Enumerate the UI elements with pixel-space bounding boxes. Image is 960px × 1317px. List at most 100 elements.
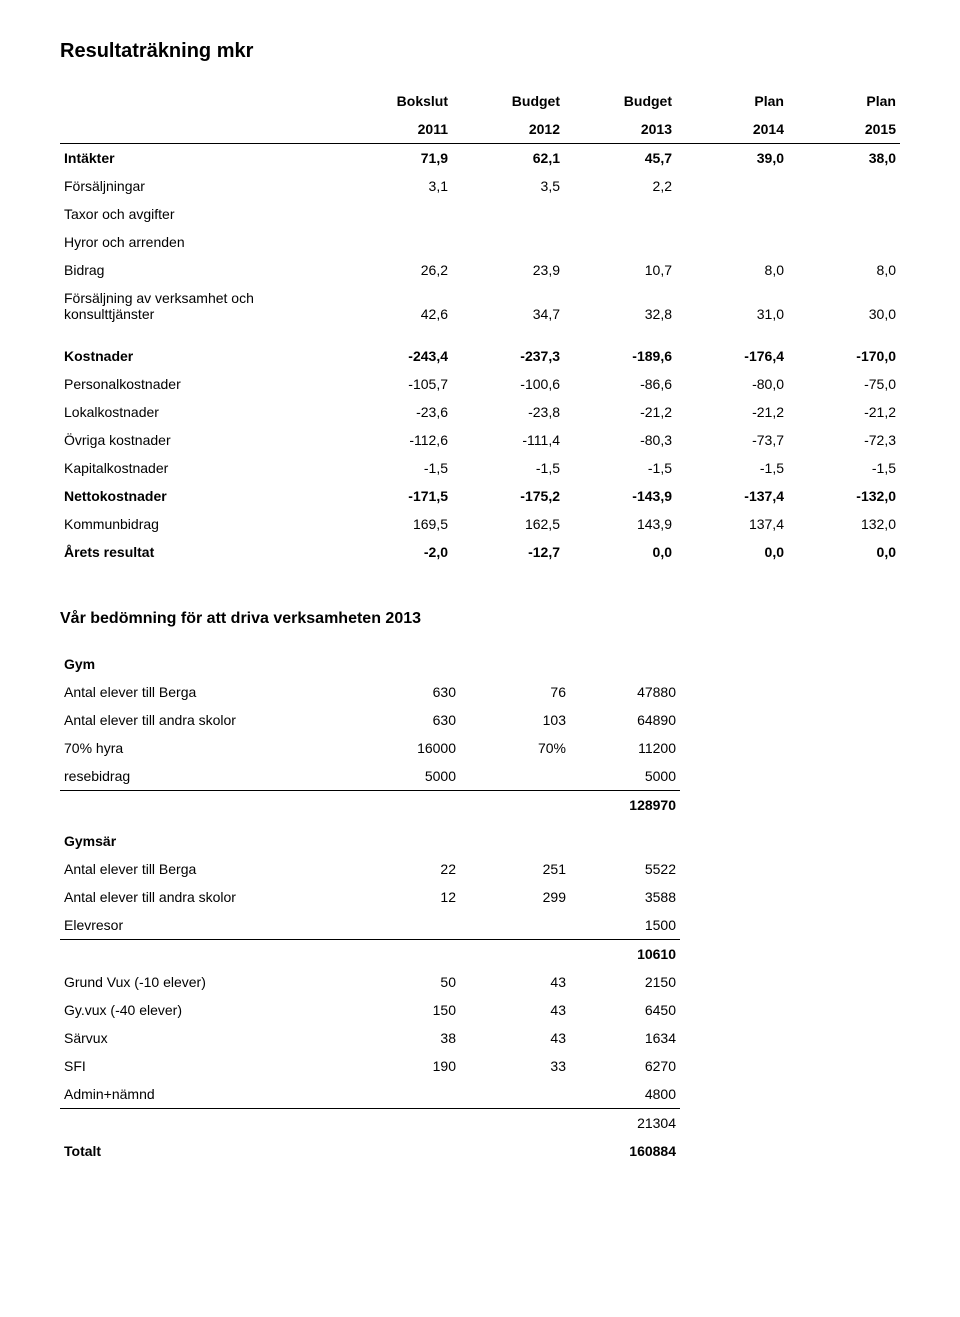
table-row: Kommunbidrag169,5162,5143,9137,4132,0 bbox=[60, 510, 900, 538]
cell: 137,4 bbox=[676, 510, 788, 538]
table-row: Antal elever till andra skolor122993588 bbox=[60, 883, 680, 911]
row-label: Gym bbox=[60, 642, 680, 678]
cell: 64890 bbox=[570, 706, 680, 734]
row-label: Totalt bbox=[60, 1137, 350, 1165]
cell: 3,5 bbox=[452, 172, 564, 200]
cell: 45,7 bbox=[564, 144, 676, 173]
cell bbox=[350, 940, 460, 969]
cell: 103 bbox=[460, 706, 570, 734]
cell: 16000 bbox=[350, 734, 460, 762]
cell: 5000 bbox=[350, 762, 460, 791]
table-row: Kapitalkostnader-1,5-1,5-1,5-1,5-1,5 bbox=[60, 454, 900, 482]
col-header: Bokslut bbox=[340, 87, 452, 115]
cell bbox=[350, 791, 460, 820]
cell: -237,3 bbox=[452, 342, 564, 370]
row-label: Försäljningar bbox=[60, 172, 340, 200]
row-label: Hyror och arrenden bbox=[60, 228, 340, 256]
cell: -86,6 bbox=[564, 370, 676, 398]
cell bbox=[350, 1137, 460, 1165]
cell: 0,0 bbox=[564, 538, 676, 566]
cell: -80,3 bbox=[564, 426, 676, 454]
table-row: Personalkostnader-105,7-100,6-86,6-80,0-… bbox=[60, 370, 900, 398]
table-row: resebidrag50005000 bbox=[60, 762, 680, 791]
cell: 3588 bbox=[570, 883, 680, 911]
table-row: Totalt160884 bbox=[60, 1137, 680, 1165]
cell: 150 bbox=[350, 996, 460, 1024]
row-label: Admin+nämnd bbox=[60, 1080, 350, 1109]
table-row: Gym bbox=[60, 642, 680, 678]
cell bbox=[788, 228, 900, 256]
cell bbox=[676, 172, 788, 200]
cell bbox=[564, 228, 676, 256]
cell: -132,0 bbox=[788, 482, 900, 510]
row-label: Personalkostnader bbox=[60, 370, 340, 398]
table-row: Antal elever till Berga6307647880 bbox=[60, 678, 680, 706]
cell: 162,5 bbox=[452, 510, 564, 538]
cell: 5000 bbox=[570, 762, 680, 791]
row-label: SFI bbox=[60, 1052, 350, 1080]
table-row: Grund Vux (-10 elever)50432150 bbox=[60, 968, 680, 996]
table-head: Bokslut Budget Budget Plan Plan 2011 201… bbox=[60, 87, 900, 144]
cell: 38,0 bbox=[788, 144, 900, 173]
header-row-2: 2011 2012 2013 2014 2015 bbox=[60, 115, 900, 144]
cell: 39,0 bbox=[676, 144, 788, 173]
cell: -1,5 bbox=[340, 454, 452, 482]
table-row: Nettokostnader-171,5-175,2-143,9-137,4-1… bbox=[60, 482, 900, 510]
cell: -170,0 bbox=[788, 342, 900, 370]
table-row: Admin+nämnd4800 bbox=[60, 1080, 680, 1109]
cell: 30,0 bbox=[788, 284, 900, 328]
cell: -1,5 bbox=[452, 454, 564, 482]
table-row: Lokalkostnader-23,6-23,8-21,2-21,2-21,2 bbox=[60, 398, 900, 426]
row-label bbox=[60, 940, 350, 969]
cell: -21,2 bbox=[788, 398, 900, 426]
table-row: Gymsär bbox=[60, 819, 680, 855]
cell: 299 bbox=[460, 883, 570, 911]
cell bbox=[460, 1109, 570, 1138]
cell: -1,5 bbox=[564, 454, 676, 482]
row-label bbox=[60, 1109, 350, 1138]
cell: 23,9 bbox=[452, 256, 564, 284]
cell: 11200 bbox=[570, 734, 680, 762]
cell bbox=[460, 1137, 570, 1165]
cell: 26,2 bbox=[340, 256, 452, 284]
cell: -80,0 bbox=[676, 370, 788, 398]
cell: -105,7 bbox=[340, 370, 452, 398]
cell: 128970 bbox=[570, 791, 680, 820]
col-header: Budget bbox=[452, 87, 564, 115]
cell: 70% bbox=[460, 734, 570, 762]
row-label: Gymsär bbox=[60, 819, 680, 855]
cell: 6270 bbox=[570, 1052, 680, 1080]
row-label: Antal elever till Berga bbox=[60, 855, 350, 883]
row-label: Kostnader bbox=[60, 342, 340, 370]
cell: 2150 bbox=[570, 968, 680, 996]
cell: 47880 bbox=[570, 678, 680, 706]
cell: 1634 bbox=[570, 1024, 680, 1052]
cell: 42,6 bbox=[340, 284, 452, 328]
cell: 630 bbox=[350, 678, 460, 706]
cell: -175,2 bbox=[452, 482, 564, 510]
cell: -111,4 bbox=[452, 426, 564, 454]
row-label: Antal elever till andra skolor bbox=[60, 706, 350, 734]
table-body: Intäkter71,962,145,739,038,0Försäljninga… bbox=[60, 144, 900, 567]
table-row: Taxor och avgifter bbox=[60, 200, 900, 228]
col-header: Plan bbox=[676, 87, 788, 115]
row-label: Övriga kostnader bbox=[60, 426, 340, 454]
table-row: Antal elever till andra skolor6301036489… bbox=[60, 706, 680, 734]
row-label: Nettokostnader bbox=[60, 482, 340, 510]
table-body: GymAntal elever till Berga6307647880Anta… bbox=[60, 642, 680, 1165]
row-label: Grund Vux (-10 elever) bbox=[60, 968, 350, 996]
table-row: Intäkter71,962,145,739,038,0 bbox=[60, 144, 900, 173]
cell: 22 bbox=[350, 855, 460, 883]
table-row: 128970 bbox=[60, 791, 680, 820]
cell: 71,9 bbox=[340, 144, 452, 173]
row-label: Gy.vux (-40 elever) bbox=[60, 996, 350, 1024]
cell: -1,5 bbox=[676, 454, 788, 482]
col-header: Plan bbox=[788, 87, 900, 115]
assessment-title: Vår bedömning för att driva verksamheten… bbox=[60, 610, 900, 628]
cell: -2,0 bbox=[340, 538, 452, 566]
cell bbox=[452, 228, 564, 256]
cell: 8,0 bbox=[788, 256, 900, 284]
cell: -1,5 bbox=[788, 454, 900, 482]
cell: 2,2 bbox=[564, 172, 676, 200]
row-label: Elevresor bbox=[60, 911, 350, 940]
